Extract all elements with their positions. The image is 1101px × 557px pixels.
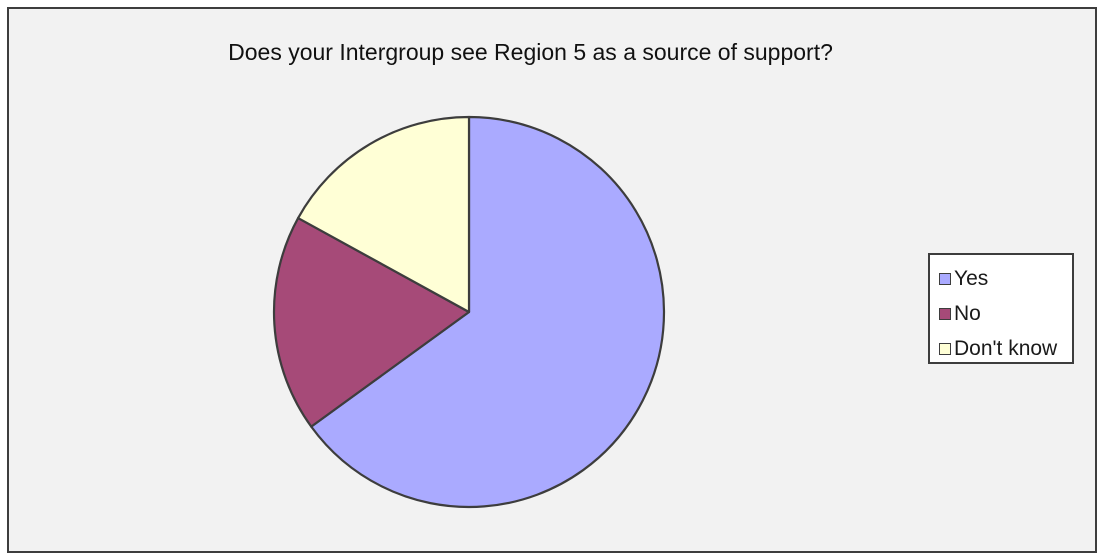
legend-item-no: No [930,296,1072,331]
pie-chart [272,115,666,509]
pie-slice-don-t-know [297,115,471,314]
pie-slice-yes [310,115,666,509]
legend-swatch [939,272,951,285]
legend-swatch [939,307,951,320]
chart-title: Does your Intergroup see Region 5 as a s… [228,39,833,65]
pie-slice-no [272,216,471,428]
legend-label: Yes [954,266,989,290]
legend-swatch [939,342,951,355]
legend-item-yes: Yes [930,261,1072,296]
legend-item-don-t-know: Don't know [930,331,1072,366]
legend: Yes No Don't know [928,253,1074,364]
chart-frame: Does your Intergroup see Region 5 as a s… [7,7,1097,553]
legend-label: Don't know [954,336,1058,360]
legend-label: No [954,301,981,325]
